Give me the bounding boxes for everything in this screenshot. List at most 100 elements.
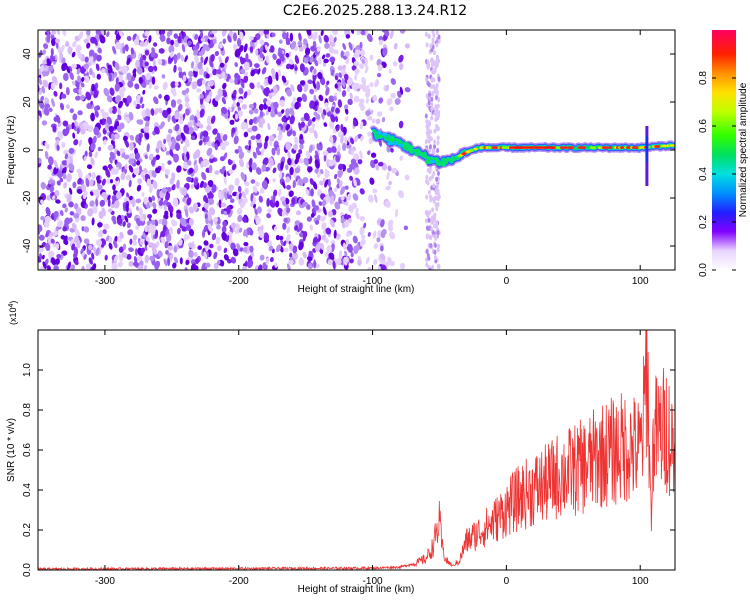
noise-blob (276, 126, 281, 131)
noise-blob (177, 103, 183, 112)
signal-blob (382, 132, 388, 137)
noise-blob (44, 103, 51, 109)
noise-blob (380, 253, 386, 261)
noise-blob (302, 251, 307, 259)
noise-blob (239, 158, 244, 168)
noise-blob (302, 201, 309, 207)
noise-blob (42, 79, 49, 88)
bottom-y-tick-label: 0.0 (22, 563, 33, 577)
noise-blob (335, 125, 340, 132)
noise-column-blob (427, 255, 431, 261)
noise-column-blob (432, 84, 436, 90)
noise-blob (278, 39, 283, 44)
noise-blob (205, 85, 211, 91)
noise-blob (105, 235, 110, 242)
noise-blob (122, 220, 126, 227)
noise-blob (262, 157, 269, 166)
noise-blob (143, 264, 148, 270)
noise-blob (317, 170, 322, 178)
noise-blob (206, 115, 212, 125)
noise-blob (168, 45, 175, 54)
noise-blob (310, 121, 315, 129)
noise-blob (344, 136, 348, 145)
noise-blob (186, 197, 192, 206)
noise-blob (359, 121, 364, 130)
noise-blob (134, 248, 138, 256)
noise-blob (242, 216, 248, 223)
noise-blob (320, 30, 324, 36)
noise-blob (114, 133, 120, 139)
noise-column-blob (425, 119, 429, 125)
noise-blob (91, 217, 95, 226)
noise-blob (107, 64, 112, 70)
noise-blob (172, 117, 177, 124)
noise-blob (303, 157, 309, 166)
bottom-x-tick-label: 100 (632, 576, 649, 587)
noise-blob (381, 117, 386, 123)
noise-blob (191, 81, 198, 90)
colorbar-tick-label: 0.4 (698, 167, 709, 181)
noise-blob (316, 81, 321, 91)
noise-blob (150, 50, 156, 58)
noise-blob (244, 187, 249, 195)
noise-blob (282, 181, 286, 189)
noise-blob (207, 192, 214, 200)
noise-blob (86, 102, 92, 109)
noise-blob (157, 250, 163, 258)
noise-column-blob (436, 263, 440, 269)
noise-blob (240, 121, 247, 130)
noise-blob (155, 154, 161, 160)
noise-blob (305, 150, 311, 160)
noise-blob (392, 61, 398, 67)
noise-blob (159, 34, 166, 42)
noise-blob (387, 165, 392, 172)
noise-blob (40, 199, 44, 205)
top-y-tick-label: -20 (22, 190, 33, 205)
noise-blob (76, 188, 83, 194)
noise-column-blob (433, 212, 437, 218)
noise-blob (255, 133, 261, 140)
noise-column-blob (427, 138, 431, 144)
noise-blob (114, 62, 120, 71)
noise-blob (44, 142, 48, 148)
noise-blob (338, 86, 342, 93)
noise-blob (229, 198, 235, 204)
noise-blob (89, 55, 94, 65)
noise-column-blob (431, 68, 435, 74)
noise-blob (308, 250, 314, 257)
noise-blob (39, 253, 43, 260)
noise-column-blob (426, 124, 430, 130)
noise-blob (111, 196, 117, 205)
noise-blob (324, 102, 329, 108)
noise-blob (59, 210, 64, 216)
noise-blob (312, 80, 317, 89)
colorbar-ticks: 0.0 0.2 0.4 0.6 0.8 (698, 71, 736, 277)
noise-blob (341, 90, 347, 97)
noise-blob (279, 99, 285, 107)
noise-blob (152, 201, 157, 209)
noise-blob (347, 193, 352, 201)
noise-blob (148, 196, 153, 203)
noise-blob (212, 68, 218, 76)
noise-blob (108, 107, 113, 113)
noise-blob (230, 222, 237, 229)
noise-blob (50, 257, 57, 266)
noise-blob (240, 172, 246, 181)
noise-blob (199, 93, 204, 99)
noise-blob (188, 70, 194, 78)
noise-blob (200, 37, 206, 42)
noise-column-blob (428, 209, 432, 215)
noise-blob (75, 44, 82, 53)
noise-column-blob (436, 230, 440, 236)
noise-blob (346, 86, 351, 92)
noise-blob (330, 106, 335, 113)
noise-blob (176, 165, 182, 173)
noise-blob (343, 213, 348, 220)
noise-blob (130, 47, 135, 55)
noise-column-blob (437, 171, 440, 176)
noise-blob (148, 227, 153, 233)
noise-blob (236, 37, 242, 47)
noise-blob (272, 177, 276, 183)
noise-blob (306, 256, 313, 262)
noise-blob (126, 95, 132, 104)
